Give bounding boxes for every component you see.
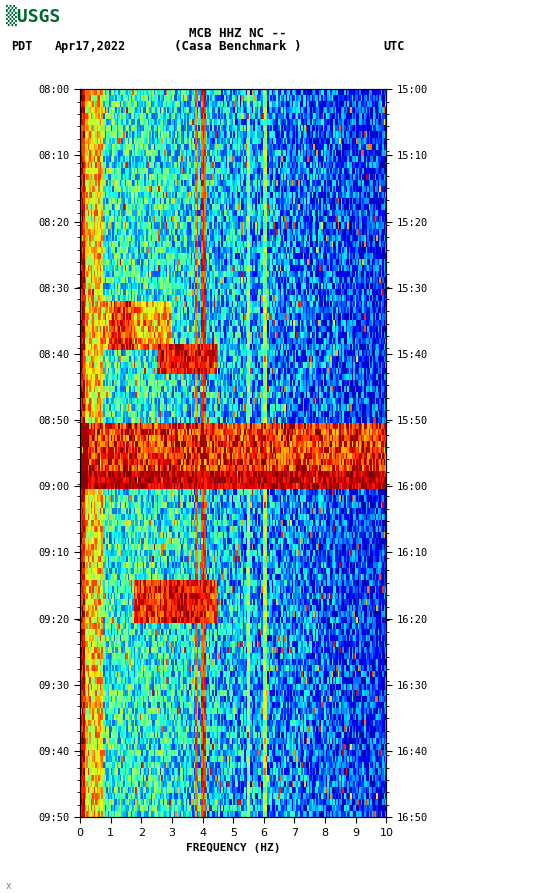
Text: Apr17,2022: Apr17,2022	[55, 40, 126, 53]
Text: (Casa Benchmark ): (Casa Benchmark )	[174, 40, 301, 53]
Text: MCB HHZ NC --: MCB HHZ NC --	[189, 27, 286, 39]
Text: PDT: PDT	[11, 40, 33, 53]
X-axis label: FREQUENCY (HZ): FREQUENCY (HZ)	[186, 843, 280, 853]
Text: x: x	[6, 880, 11, 890]
Text: UTC: UTC	[384, 40, 405, 53]
Text: ▒USGS: ▒USGS	[6, 4, 60, 26]
